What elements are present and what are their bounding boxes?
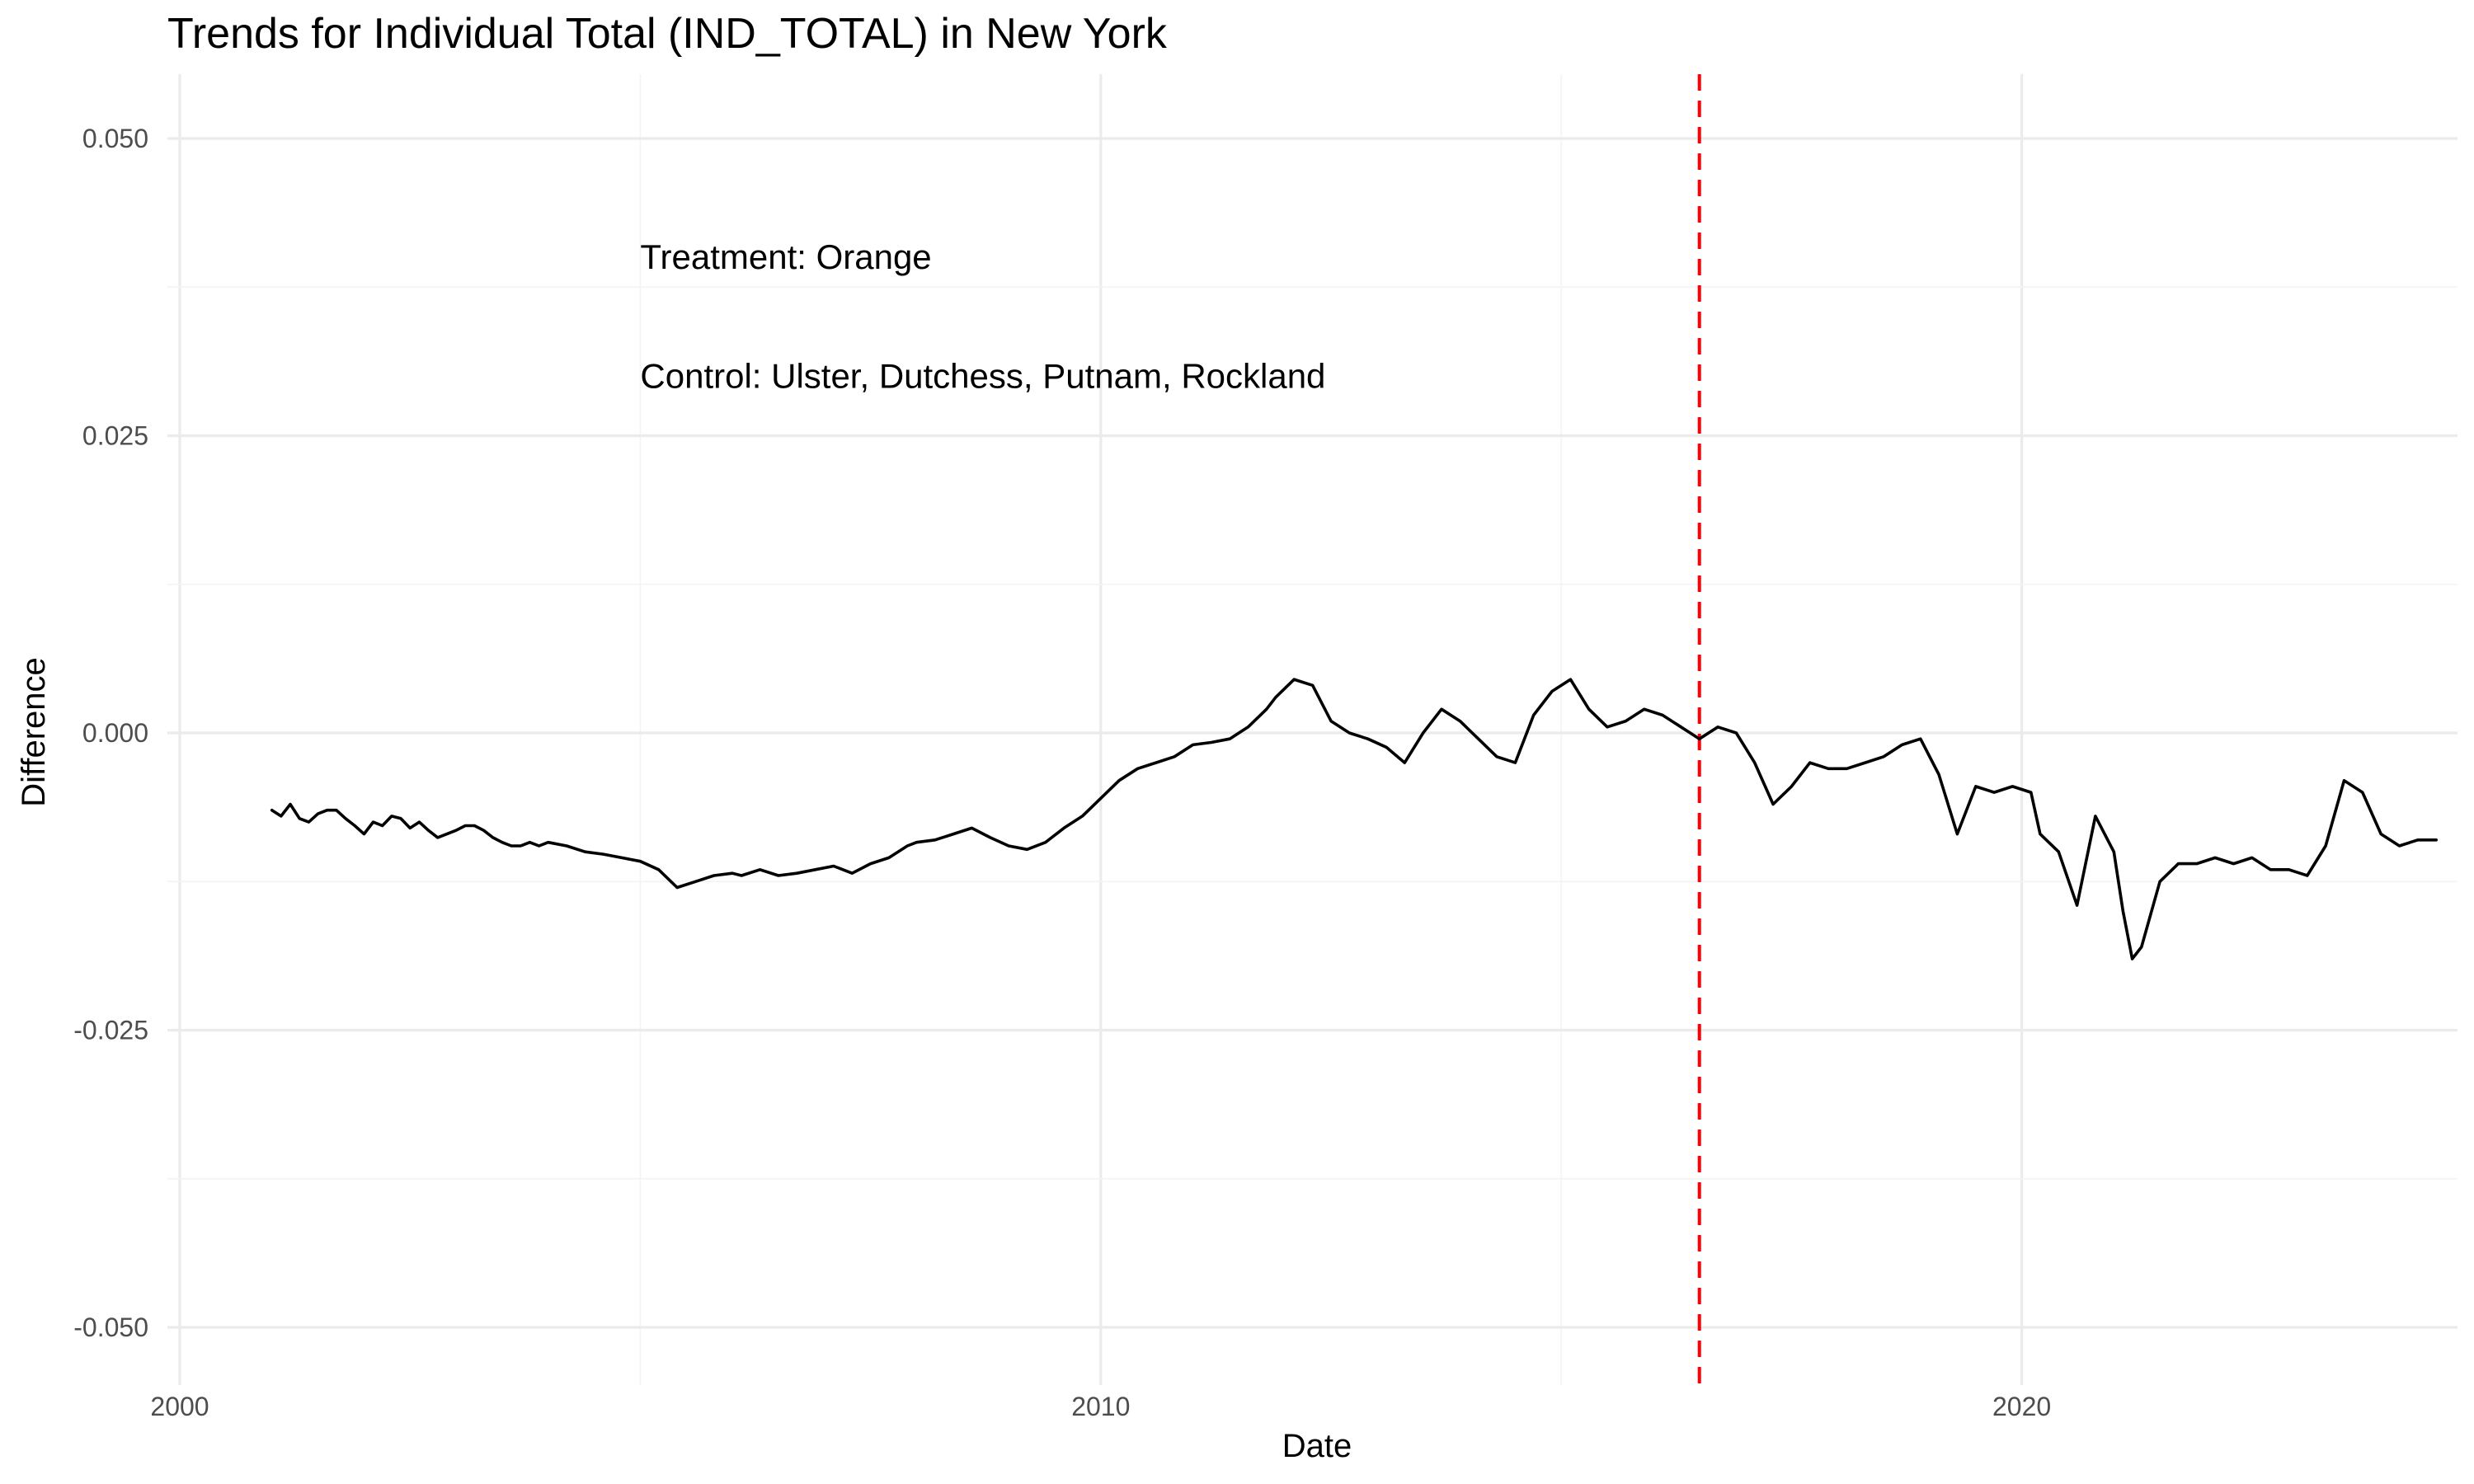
annotations: Treatment: Orange Control: Ulster, Dutche… xyxy=(640,237,1325,395)
y-axis-ticks: -0.050 -0.025 0.000 0.025 0.050 xyxy=(73,124,148,1342)
y-axis-title: Difference xyxy=(16,657,52,807)
x-tick-label: 2020 xyxy=(1992,1392,2051,1421)
x-axis-title: Date xyxy=(1282,1428,1352,1464)
series-line xyxy=(270,678,2438,960)
y-tick-label: 0.050 xyxy=(82,124,148,153)
annotation-text: Treatment: Orange xyxy=(640,237,931,276)
x-tick-label: 2000 xyxy=(150,1392,209,1421)
y-tick-label: -0.025 xyxy=(73,1016,148,1045)
gridlines xyxy=(167,74,2458,1385)
chart-title: Trends for Individual Total (IND_TOTAL) … xyxy=(167,10,1168,58)
y-tick-label: 0.000 xyxy=(82,718,148,748)
annotation-text: Control: Ulster, Dutchess, Putnam, Rockl… xyxy=(640,356,1325,395)
x-axis-ticks: 2000 2010 2020 xyxy=(150,1392,2051,1421)
series-layer xyxy=(270,678,2438,960)
y-tick-label: -0.050 xyxy=(73,1313,148,1342)
y-tick-label: 0.025 xyxy=(82,421,148,451)
x-tick-label: 2010 xyxy=(1071,1392,1130,1421)
